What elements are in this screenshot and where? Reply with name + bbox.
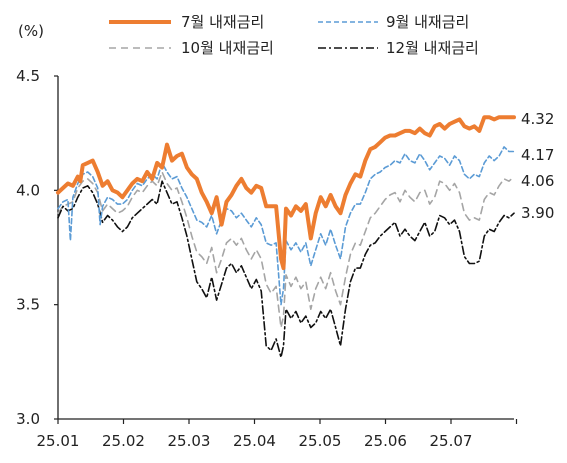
- series-line-2: [57, 171, 515, 329]
- x-tick-label: 25.02: [102, 432, 145, 450]
- end-labels: 4.32 4.17 4.06 3.90: [521, 110, 554, 222]
- x-tick-label: 25.06: [364, 432, 407, 450]
- y-axis-unit: (%): [18, 22, 44, 40]
- end-label-3: 3.90: [521, 204, 554, 222]
- end-label-1: 4.17: [521, 146, 554, 164]
- legend: 7월 내재금리 9월 내재금리 10월 내재금리 12월 내재금리: [109, 13, 479, 57]
- series-lines: [56, 115, 516, 359]
- y-tick-label: 4.5: [16, 67, 40, 85]
- x-tick-label: 25.04: [233, 432, 276, 450]
- legend-label-2: 10월 내재금리: [181, 39, 274, 57]
- end-label-0: 4.32: [521, 110, 554, 128]
- series-line-1: [57, 146, 515, 306]
- y-tick-label: 4.0: [16, 181, 40, 199]
- series-line-0: [56, 115, 516, 271]
- axes: 3.0 3.5 4.0 4.5 25.01 25.02 25.03 25.04 25.05 25.…: [16, 67, 518, 450]
- legend-label-0: 7월 내재금리: [181, 13, 264, 31]
- x-tick-label: 25.01: [37, 432, 80, 450]
- legend-label-1: 9월 내재금리: [386, 13, 469, 31]
- end-label-2: 4.06: [521, 172, 554, 190]
- y-tick-label: 3.0: [16, 410, 40, 428]
- y-tick-label: 3.5: [16, 296, 40, 314]
- x-tick-label: 25.03: [168, 432, 211, 450]
- x-tick-label: 25.05: [299, 432, 342, 450]
- x-tick-label: 25.07: [430, 432, 473, 450]
- legend-label-3: 12월 내재금리: [386, 39, 479, 57]
- series-line-3: [57, 180, 515, 359]
